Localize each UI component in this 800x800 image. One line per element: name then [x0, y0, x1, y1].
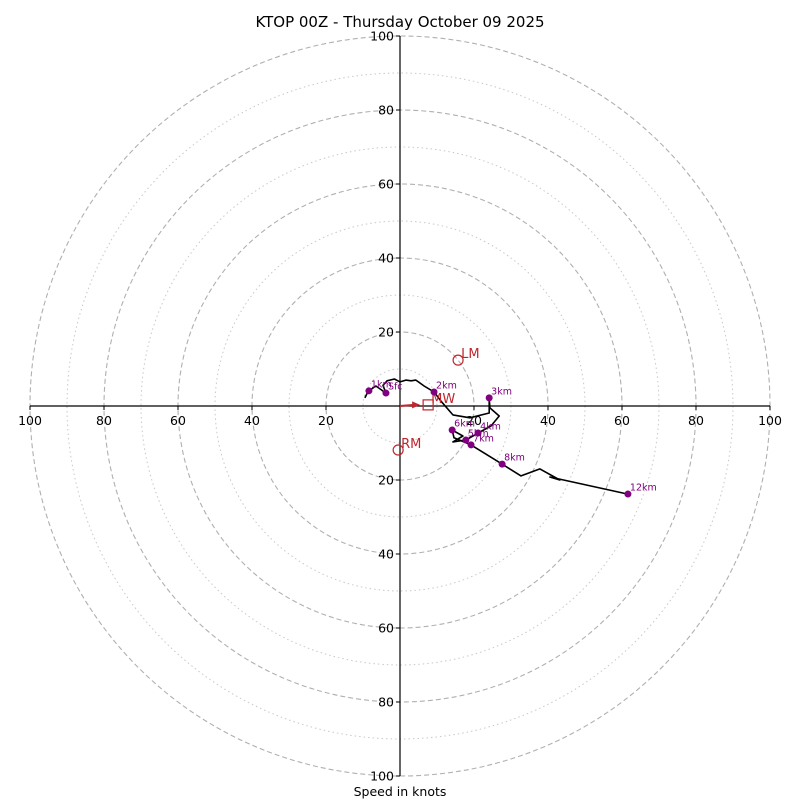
- storm-marker-mw: [422, 399, 434, 411]
- x-tick-label: 20: [318, 413, 334, 428]
- x-tick-label: 20: [466, 413, 482, 428]
- y-tick-label: 40: [378, 251, 394, 266]
- height-marker-1km: [365, 387, 373, 395]
- height-label-3km: 3km: [491, 386, 512, 397]
- wind-trace: [364, 378, 629, 495]
- height-label-12km: 12km: [630, 483, 657, 494]
- storm-label-rm: RM: [401, 437, 421, 452]
- storm-marker-rm: [392, 444, 404, 456]
- height-label-6km: 6km: [454, 419, 475, 430]
- x-tick-label: 80: [96, 413, 112, 428]
- y-tick-label: 60: [378, 621, 394, 636]
- x-tick-label: 80: [688, 413, 704, 428]
- x-axis-label: Speed in knots: [354, 784, 447, 799]
- y-tick-label: 80: [378, 695, 394, 710]
- height-marker-5km: [462, 436, 470, 444]
- y-tick-label: 40: [378, 547, 394, 562]
- y-tick-label: 60: [378, 177, 394, 192]
- height-marker-3km: [485, 394, 493, 402]
- storm-motion-markers: LM RM MW: [392, 347, 480, 456]
- height-marker-4km: [474, 429, 482, 437]
- tick-labels: 20 20 20 20 40 40 40 40 60 60 60 60 80 80 80 80 100 100 10…: [18, 29, 782, 784]
- storm-label-mw: MW: [431, 392, 455, 407]
- height-label-2km: 2km: [436, 380, 457, 391]
- height-marker-2km: [430, 388, 438, 396]
- y-tick-label: 100: [370, 769, 394, 784]
- storm-marker-lm: [452, 354, 464, 366]
- mean-wind-arrow: [399, 403, 415, 407]
- height-marker-sfc: [382, 389, 390, 397]
- mean-wind-arrowhead: [412, 401, 421, 409]
- x-tick-label: 60: [614, 413, 630, 428]
- height-label-8km: 8km: [504, 453, 525, 464]
- height-label-5km: 5km: [468, 429, 489, 440]
- x-tick-label: 60: [170, 413, 186, 428]
- wind-trace-line: [364, 378, 629, 495]
- y-tick-label: 100: [370, 29, 394, 44]
- y-tick-label: 20: [378, 325, 394, 340]
- height-marker-6km: [448, 426, 456, 434]
- x-tick-label: 40: [540, 413, 556, 428]
- height-label-7km: 7km: [473, 433, 494, 444]
- height-marker-8km: [498, 460, 506, 468]
- x-tick-label: 40: [244, 413, 260, 428]
- y-tick-label: 80: [378, 103, 394, 118]
- storm-label-lm: LM: [461, 347, 479, 362]
- chart-title: KTOP 00Z - Thursday October 09 2025: [255, 13, 544, 31]
- y-tick-label: 20: [378, 473, 394, 488]
- x-tick-label: 100: [758, 413, 782, 428]
- height-label-4km: 4km: [480, 422, 501, 433]
- height-label-1km: 1km: [371, 379, 392, 390]
- height-marker-7km: [467, 441, 475, 449]
- height-label-sfc: Sfc: [388, 382, 403, 393]
- x-tick-label: 100: [18, 413, 42, 428]
- height-marker-12km: [624, 490, 632, 498]
